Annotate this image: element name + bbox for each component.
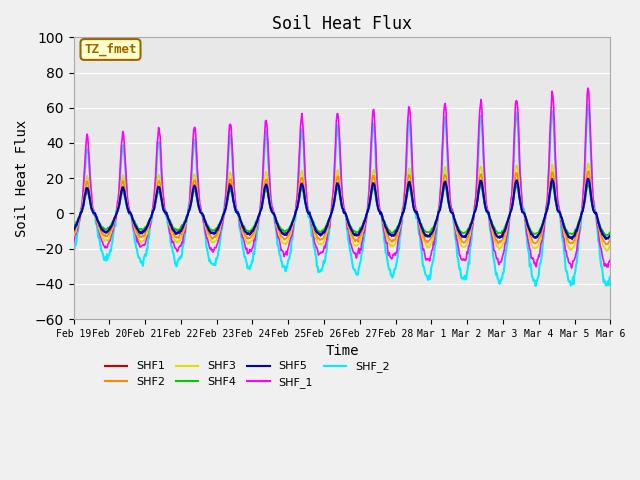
Line: SHF1: SHF1 [74,179,611,240]
SHF_1 [189,137,197,143]
SHF_1 [134,241,142,247]
SHF1 [568,237,576,242]
SHF_1 [79,187,87,192]
Legend: SHF1, SHF2, SHF3, SHF4, SHF5, SHF_1, SHF_2: SHF1, SHF2, SHF3, SHF4, SHF5, SHF_1, SHF… [100,357,394,392]
SHF_2 [218,228,225,234]
SHF3 [584,160,592,166]
SHF_2 [407,137,415,143]
SHF1 [218,217,225,223]
SHF5 [134,228,142,234]
SHF5 [218,217,225,223]
SHF2 [407,180,415,186]
SHF_1 [423,256,431,262]
SHF4 [423,229,431,235]
SHF1 [79,204,87,210]
SHF_2 [79,190,87,196]
X-axis label: Time: Time [325,344,358,359]
SHF4 [79,204,87,210]
SHF2 [607,237,614,242]
Line: SHF4: SHF4 [74,184,611,235]
SHF5 [407,185,415,191]
SHF1 [407,187,415,192]
Line: SHF2: SHF2 [74,171,611,244]
SHF1 [423,232,431,238]
SHF2 [70,230,77,236]
SHF_2 [189,150,197,156]
SHF3 [218,219,225,225]
Title: Soil Heat Flux: Soil Heat Flux [272,15,412,33]
SHF4 [601,232,609,238]
SHF_1 [70,240,77,245]
SHF4 [70,225,77,230]
SHF3 [134,235,142,240]
SHF5 [607,232,614,238]
SHF_1 [584,85,592,91]
SHF1 [607,232,614,238]
SHF4 [548,181,556,187]
SHF3 [423,243,431,249]
SHF5 [423,233,431,239]
SHF2 [189,180,197,186]
SHF1 [189,188,197,194]
SHF_1 [407,126,415,132]
SHF_2 [70,249,77,255]
SHF5 [70,228,77,233]
SHF_2 [532,283,540,289]
SHF1 [134,228,142,233]
SHF1 [70,226,77,232]
Line: SHF_1: SHF_1 [74,88,611,268]
SHF4 [189,191,197,197]
SHF5 [602,236,610,242]
SHF2 [134,232,142,238]
SHF3 [407,176,415,181]
Line: SHF5: SHF5 [74,179,611,239]
SHF2 [602,241,610,247]
SHF5 [189,187,197,193]
Y-axis label: Soil Heat Flux: Soil Heat Flux [15,120,29,237]
SHF2 [79,203,87,208]
SHF_2 [585,102,593,108]
SHF_2 [607,274,614,279]
SHF_1 [607,257,614,263]
Line: SHF3: SHF3 [74,163,611,251]
SHF5 [79,203,87,208]
SHF_1 [218,226,225,231]
SHF3 [607,242,614,248]
SHF1 [548,176,556,181]
Line: SHF_2: SHF_2 [74,105,611,286]
SHF3 [189,178,197,183]
SHF_1 [568,265,575,271]
SHF2 [218,220,225,226]
SHF4 [134,226,142,232]
SHF3 [79,198,87,204]
SHF4 [218,217,225,223]
SHF_2 [134,254,142,260]
SHF_2 [423,273,431,279]
SHF5 [584,176,592,181]
Text: TZ_fmet: TZ_fmet [84,43,137,56]
SHF3 [70,233,77,239]
SHF3 [603,248,611,254]
SHF4 [407,191,415,196]
SHF2 [423,238,431,244]
SHF2 [585,168,593,174]
SHF4 [607,229,614,235]
